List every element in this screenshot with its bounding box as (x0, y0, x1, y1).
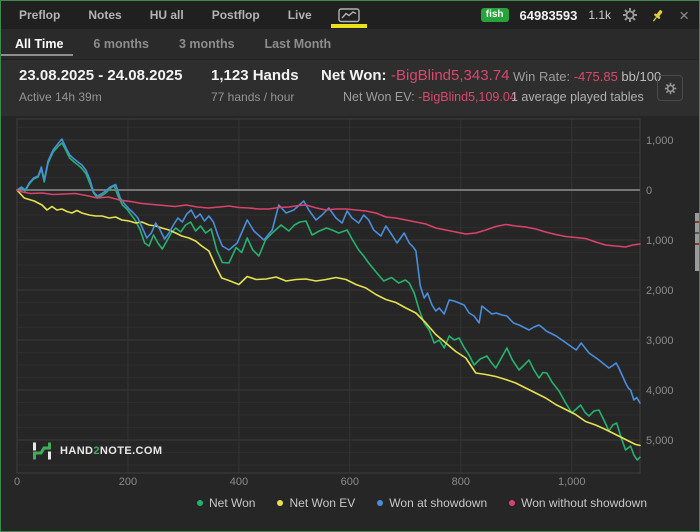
line-chart-icon (338, 7, 360, 22)
x-axis-tick: 1,000 (558, 476, 586, 488)
win-rate-label: Win Rate: (513, 69, 571, 84)
legend-item-won-without-showdown[interactable]: Won without showdown (509, 496, 647, 510)
y-axis-tick: 1,000 (646, 235, 674, 247)
legend-label: Net Won (209, 496, 256, 510)
hand2note-logo: HAND2NOTE.COM (31, 441, 162, 461)
active-period-indicator (1, 54, 73, 56)
series-won-without-showdown-line (16, 189, 641, 248)
session-summary-header: 23.08.2025 - 24.08.2025 Active 14h 39m 1… (1, 59, 699, 117)
tab-last-month[interactable]: Last Month (264, 37, 332, 51)
hand2note-logo-text: HAND2NOTE.COM (60, 445, 163, 457)
tab-6-months[interactable]: 6 months (93, 37, 149, 51)
background-window-sliver (695, 213, 699, 271)
topbar-right: fish 64983593 1.1k × (480, 5, 699, 25)
close-icon[interactable]: × (679, 5, 689, 25)
active-time: Active 14h 39m (19, 90, 102, 104)
legend-item-net-won[interactable]: Net Won (197, 496, 255, 510)
graph-settings-button[interactable] (657, 75, 683, 101)
win-rate-value: -475.85 (573, 69, 618, 84)
player-stack: 1.1k (588, 8, 612, 22)
legend-label: Won at showdown (389, 496, 488, 510)
series-net-won-line (16, 142, 641, 461)
hands-per-hour: 77 hands / hour (211, 90, 295, 104)
top-menu-bar: Preflop Notes HU all Postflop Live fish 6498… (1, 1, 699, 29)
period-tabs: All Time 6 months 3 months Last Month (15, 37, 331, 51)
period-tab-bar: All Time 6 months 3 months Last Month (1, 29, 699, 59)
graph-legend: Net Won Net Won EV Won at showdown Won with… (1, 496, 647, 510)
x-axis-tick: 600 (341, 476, 359, 488)
hand2note-logo-icon (33, 442, 51, 460)
x-axis-tick: 200 (119, 476, 137, 488)
x-axis-tick: 0 (14, 476, 20, 488)
menu-item-preflop[interactable]: Preflop (19, 8, 61, 22)
net-won-label: Net Won: (321, 67, 387, 84)
plot-border (16, 118, 641, 474)
y-axis-tick: 1,000 (646, 135, 674, 147)
player-id: 64983593 (519, 7, 578, 23)
series-won-at-showdown-line (16, 138, 641, 404)
menu-item-live[interactable]: Live (287, 8, 312, 22)
legend-label: Won without showdown (521, 496, 647, 510)
net-won-ev-value: -BigBlind5,109.04 (418, 90, 517, 104)
avg-tables: 1 average played tables (511, 90, 644, 104)
menu-item-notes[interactable]: Notes (88, 8, 122, 22)
menu-item-postflop[interactable]: Postflop (211, 8, 260, 22)
legend-dot-net-won (197, 500, 204, 506)
legend-dot-won-at-showdown (377, 500, 384, 506)
y-axis-tick: 3,000 (646, 335, 674, 347)
legend-dot-won-without-showdown (509, 500, 516, 506)
legend-label: Net Won EV (289, 496, 356, 510)
y-axis-tick: 2,000 (646, 285, 674, 297)
date-range: 23.08.2025 - 24.08.2025 (19, 67, 183, 84)
hands-count: 1,123 Hands (211, 67, 299, 84)
y-axis-tick: 0 (646, 185, 652, 197)
tab-results-graph[interactable] (330, 1, 367, 29)
net-won-value: -BigBlind5,343.74 (391, 67, 510, 84)
legend-item-won-at-showdown[interactable]: Won at showdown (377, 496, 487, 510)
y-axis-tick: 4,000 (646, 385, 674, 397)
gear-icon[interactable] (622, 7, 638, 23)
tab-3-months[interactable]: 3 months (178, 37, 235, 51)
net-won-ev-label: Net Won EV: (343, 90, 415, 104)
gear-icon (664, 82, 676, 94)
tab-all-time[interactable]: All Time (15, 37, 64, 51)
player-type-badge: fish (480, 8, 509, 22)
results-graph: 1,000 0 1,000 2,000 3,000 4,000 5,000 0 200 400 60… (14, 118, 674, 488)
results-graph-panel: 1,000 0 1,000 2,000 3,000 4,000 5,000 0 200 400 60… (1, 116, 699, 531)
legend-dot-net-won-ev (277, 500, 284, 506)
x-axis-tick: 800 (452, 476, 470, 488)
x-axis-tick: 400 (230, 476, 248, 488)
y-axis-tick: 5,000 (646, 435, 674, 447)
win-rate-suffix: bb/100 (621, 69, 662, 84)
pin-icon[interactable] (649, 7, 666, 24)
main-menu: Preflop Notes HU all Postflop Live (1, 8, 312, 22)
active-tab-indicator (330, 24, 367, 28)
menu-item-hu-all[interactable]: HU all (149, 8, 184, 22)
legend-item-net-won-ev[interactable]: Net Won EV (277, 496, 355, 510)
series-net-won-ev-line (16, 189, 641, 447)
